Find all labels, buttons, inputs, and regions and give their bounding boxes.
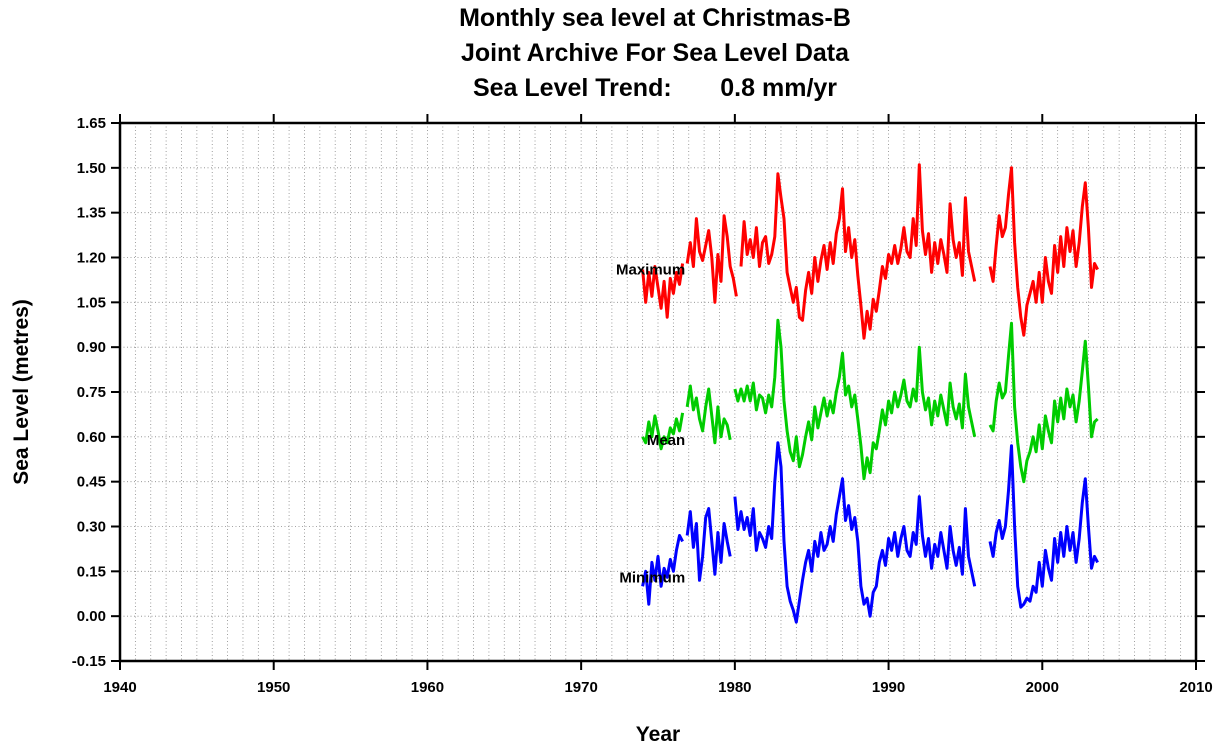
- y-tick-label: -0.15: [72, 653, 106, 670]
- y-tick-label: 0.90: [77, 339, 106, 356]
- x-tick-label: 1950: [257, 679, 290, 696]
- series-line-maximum: [685, 214, 738, 304]
- series-line-minimum: [641, 534, 684, 606]
- x-tick-label: 1960: [411, 679, 444, 696]
- series-line-maximum: [739, 163, 977, 340]
- series-line-maximum: [988, 166, 1099, 337]
- data-series: [641, 163, 1099, 624]
- x-tick-label: 2000: [1026, 679, 1059, 696]
- series-line-minimum: [733, 441, 977, 624]
- series-line-mean: [685, 384, 732, 445]
- axes: 1940 1950 1960 1970 1980 1990 2000 2010 -0.15 0.0…: [72, 114, 1213, 696]
- y-tick-label: 1.65: [77, 115, 106, 132]
- x-tick-label: 1940: [103, 679, 136, 696]
- series-line-mean: [733, 318, 977, 481]
- series-mean: [641, 318, 1099, 484]
- x-tick-label: 1990: [872, 679, 905, 696]
- y-axis-title: Sea Level (metres): [10, 299, 33, 485]
- series-line-minimum: [988, 444, 1099, 609]
- y-tick-label: 0.15: [77, 563, 106, 580]
- series-label-mean: Mean: [647, 432, 685, 449]
- x-tick-label: 1970: [564, 679, 597, 696]
- series-minimum: [641, 441, 1099, 624]
- y-tick-label: 1.05: [77, 294, 106, 311]
- y-tick-label: 0.45: [77, 474, 106, 491]
- series-line-mean: [641, 412, 685, 451]
- series-maximum: [641, 163, 1099, 340]
- series-line-minimum: [685, 507, 732, 582]
- chart-title-line-2: Joint Archive For Sea Level Data: [461, 39, 850, 67]
- y-tick-label: 1.35: [77, 205, 106, 222]
- y-tick-label: 0.30: [77, 519, 106, 536]
- y-tick-label: 0.00: [77, 608, 106, 625]
- x-axis-title: Year: [636, 723, 680, 746]
- series-line-mean: [988, 321, 1099, 484]
- x-tick-label: 1980: [718, 679, 751, 696]
- y-tick-label: 1.50: [77, 160, 106, 177]
- y-tick-label: 1.20: [77, 250, 106, 267]
- series-label-minimum: Minimum: [619, 569, 685, 586]
- series-label-maximum: Maximum: [616, 261, 685, 278]
- x-tick-label: 2010: [1179, 679, 1212, 696]
- y-tick-label: 0.75: [77, 384, 106, 401]
- chart-title-line-1: Monthly sea level at Christmas-B: [459, 4, 851, 32]
- chart-subtitle-trend: Sea Level Trend: 0.8 mm/yr: [473, 74, 837, 102]
- series-labels: Maximum Mean Minimum: [616, 261, 685, 586]
- y-tick-label: 0.60: [77, 429, 106, 446]
- series-line-maximum: [641, 263, 685, 319]
